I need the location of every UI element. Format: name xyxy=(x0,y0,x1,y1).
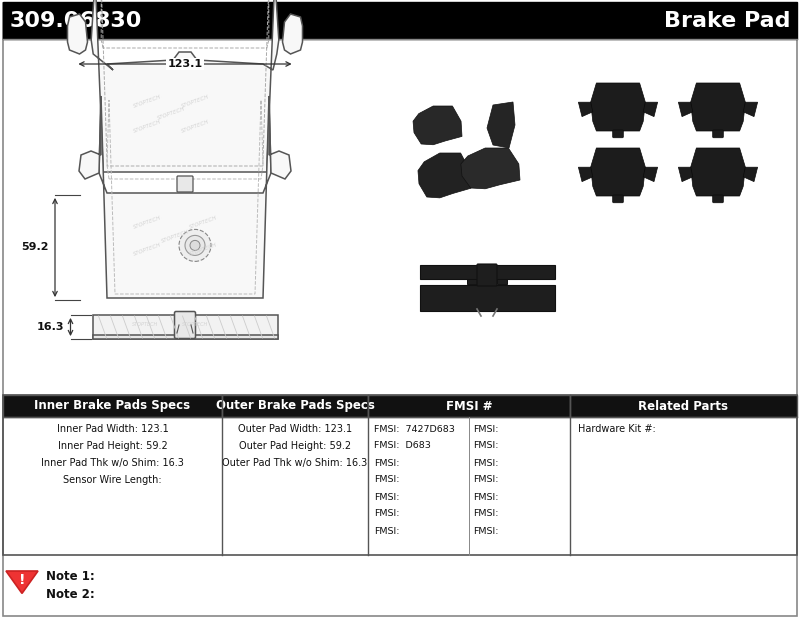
Text: FMSI:: FMSI: xyxy=(374,475,399,485)
Text: STOPTECH: STOPTECH xyxy=(188,215,218,230)
Text: FMSI:: FMSI: xyxy=(374,509,399,519)
FancyBboxPatch shape xyxy=(467,279,477,284)
Polygon shape xyxy=(743,102,758,116)
Polygon shape xyxy=(461,148,520,189)
Text: STOPTECH: STOPTECH xyxy=(182,322,208,327)
Text: STOPTECH: STOPTECH xyxy=(132,322,158,327)
Text: Sensor Wire Length:: Sensor Wire Length: xyxy=(63,475,162,485)
FancyBboxPatch shape xyxy=(419,265,554,279)
Text: STOPTECH: STOPTECH xyxy=(180,95,210,110)
Text: FMSI:  D683: FMSI: D683 xyxy=(374,441,431,451)
FancyBboxPatch shape xyxy=(613,195,623,203)
FancyBboxPatch shape xyxy=(497,279,507,284)
Text: STOPTECH: STOPTECH xyxy=(132,243,162,258)
Text: Outer Brake Pads Specs: Outer Brake Pads Specs xyxy=(215,399,374,412)
Polygon shape xyxy=(91,0,279,172)
Polygon shape xyxy=(6,571,38,594)
Text: 309.06830: 309.06830 xyxy=(10,11,142,31)
Bar xyxy=(3,395,222,417)
Text: 16.3: 16.3 xyxy=(37,322,65,332)
FancyBboxPatch shape xyxy=(419,285,554,311)
Text: FMSI:: FMSI: xyxy=(473,441,498,451)
Text: FMSI:: FMSI: xyxy=(374,527,399,535)
Polygon shape xyxy=(578,167,593,181)
Polygon shape xyxy=(67,14,87,54)
Text: FMSI:: FMSI: xyxy=(473,493,498,501)
Text: 123.1: 123.1 xyxy=(167,59,202,69)
Text: STOPTECH: STOPTECH xyxy=(132,215,162,230)
Polygon shape xyxy=(678,167,693,181)
Polygon shape xyxy=(590,83,646,131)
Text: STOPTECH: STOPTECH xyxy=(160,230,190,245)
Text: FMSI:: FMSI: xyxy=(473,527,498,535)
Text: STOPTECH: STOPTECH xyxy=(132,95,162,110)
Text: Brake Pad: Brake Pad xyxy=(663,11,790,31)
Text: Outer Pad Thk w/o Shim: 16.3: Outer Pad Thk w/o Shim: 16.3 xyxy=(222,458,368,468)
Text: Inner Brake Pads Specs: Inner Brake Pads Specs xyxy=(34,399,190,412)
Polygon shape xyxy=(269,96,291,179)
Circle shape xyxy=(190,240,200,251)
Text: Inner Pad Width: 123.1: Inner Pad Width: 123.1 xyxy=(57,424,168,434)
Text: STOPTECH: STOPTECH xyxy=(156,106,186,121)
Polygon shape xyxy=(418,153,471,198)
Text: FMSI:: FMSI: xyxy=(473,425,498,433)
Text: Hardware Kit #:: Hardware Kit #: xyxy=(578,424,656,434)
FancyBboxPatch shape xyxy=(177,176,193,192)
Text: !: ! xyxy=(18,573,26,587)
Text: 59.2: 59.2 xyxy=(22,243,49,253)
Text: Outer Pad Width: 123.1: Outer Pad Width: 123.1 xyxy=(238,424,352,434)
Text: FMSI:: FMSI: xyxy=(374,493,399,501)
Circle shape xyxy=(185,235,205,256)
Bar xyxy=(222,395,368,417)
Bar xyxy=(93,315,278,339)
Text: FMSI:  7427D683: FMSI: 7427D683 xyxy=(374,425,455,433)
FancyBboxPatch shape xyxy=(477,264,497,286)
Bar xyxy=(3,395,797,555)
Polygon shape xyxy=(282,14,302,54)
Circle shape xyxy=(179,230,211,261)
FancyBboxPatch shape xyxy=(174,311,195,339)
Text: Note 1:: Note 1: xyxy=(46,571,94,584)
Text: STOPTECH: STOPTECH xyxy=(132,119,162,134)
FancyBboxPatch shape xyxy=(713,130,723,138)
Polygon shape xyxy=(99,96,271,298)
Text: FMSI:: FMSI: xyxy=(473,459,498,467)
Text: Note 2:: Note 2: xyxy=(46,589,94,602)
Polygon shape xyxy=(79,96,101,179)
Bar xyxy=(368,395,570,417)
Text: Inner Pad Thk w/o Shim: 16.3: Inner Pad Thk w/o Shim: 16.3 xyxy=(41,458,184,468)
Bar xyxy=(93,335,278,339)
Text: FMSI:: FMSI: xyxy=(374,459,399,467)
Polygon shape xyxy=(743,167,758,181)
Polygon shape xyxy=(690,83,746,131)
Bar xyxy=(570,395,797,417)
Polygon shape xyxy=(643,167,658,181)
Text: STOPTECH: STOPTECH xyxy=(180,119,210,134)
Polygon shape xyxy=(690,148,746,196)
Polygon shape xyxy=(643,102,658,116)
Text: Outer Pad Height: 59.2: Outer Pad Height: 59.2 xyxy=(239,441,351,451)
Polygon shape xyxy=(590,148,646,196)
Text: FMSI:: FMSI: xyxy=(473,475,498,485)
Text: Related Parts: Related Parts xyxy=(638,399,729,412)
Text: Inner Pad Height: 59.2: Inner Pad Height: 59.2 xyxy=(58,441,167,451)
Polygon shape xyxy=(413,106,462,145)
Text: FMSI #: FMSI # xyxy=(446,399,492,412)
FancyBboxPatch shape xyxy=(713,195,723,203)
Text: STOPTECH: STOPTECH xyxy=(188,243,218,258)
Bar xyxy=(3,2,797,39)
Polygon shape xyxy=(487,102,515,148)
Text: FMSI:: FMSI: xyxy=(473,509,498,519)
FancyBboxPatch shape xyxy=(613,130,623,138)
Polygon shape xyxy=(678,102,693,116)
Polygon shape xyxy=(578,102,593,116)
